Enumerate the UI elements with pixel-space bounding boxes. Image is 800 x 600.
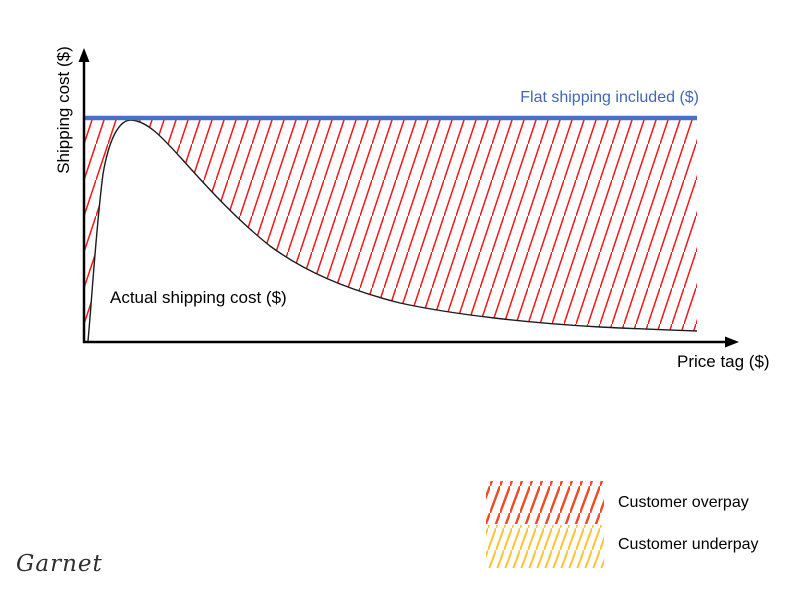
actual-cost-curve (87, 119, 698, 342)
y-axis-arrowhead (78, 48, 90, 62)
y-axis-label: Shipping cost ($) (54, 46, 74, 174)
overpay-hatch-area (85, 120, 697, 341)
x-axis-arrowhead (725, 336, 739, 348)
legend-overpay-label: Customer overpay (618, 494, 749, 511)
legend-overpay-swatch (486, 481, 604, 524)
legend-underpay-swatch (486, 525, 604, 568)
curve-label: Actual shipping cost ($) (110, 288, 287, 307)
legend-underpay-label: Customer underpay (618, 536, 759, 553)
flat-line-label: Flat shipping included ($) (520, 89, 699, 106)
x-axis-label: Price tag ($) (677, 352, 770, 371)
signature-garnet: Garnet (16, 551, 103, 577)
